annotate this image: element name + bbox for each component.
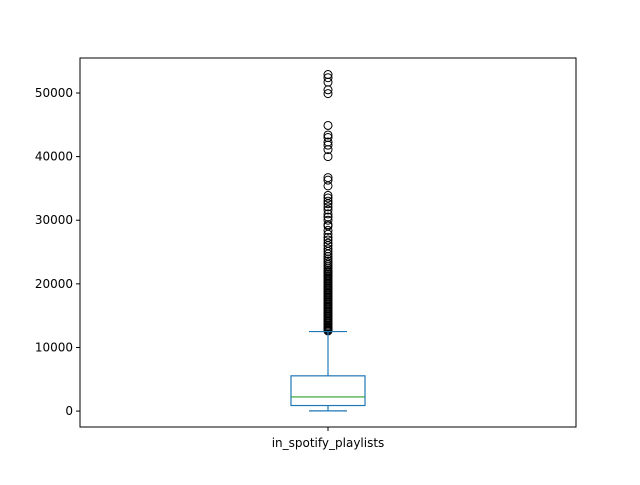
y-tick-label: 20000 <box>35 277 73 291</box>
axes-group: 0 10000 20000 30000 40000 50000 in_spotify_pla… <box>35 57 577 450</box>
outlier-point <box>323 73 333 83</box>
outlier-point <box>323 209 333 219</box>
outlier-point <box>323 202 333 212</box>
outlier-point <box>323 130 333 140</box>
outlier-point <box>323 205 333 215</box>
outlier-point <box>323 190 333 200</box>
outliers-group <box>323 70 333 336</box>
y-tick-label: 30000 <box>35 213 73 227</box>
y-tick-label: 0 <box>65 404 73 418</box>
outlier-point <box>323 173 333 183</box>
outlier-point <box>323 152 333 162</box>
outlier-point <box>323 89 333 99</box>
outlier-point <box>323 232 333 242</box>
interquartile-box <box>290 375 366 407</box>
y-tick-label: 50000 <box>35 86 73 100</box>
outlier-point <box>323 133 333 143</box>
outlier-point <box>323 120 333 130</box>
y-tick-label: 10000 <box>35 340 73 354</box>
y-tick-label: 40000 <box>35 150 73 164</box>
outlier-point <box>323 193 333 203</box>
outlier-point <box>323 238 333 248</box>
outlier-point <box>323 196 333 206</box>
outlier-point <box>323 212 333 222</box>
outlier-point <box>323 235 333 245</box>
x-tick-label: in_spotify_playlists <box>272 436 385 450</box>
outlier-point <box>323 215 333 225</box>
outlier-point <box>323 175 333 185</box>
box-group <box>290 330 366 412</box>
outlier-point <box>323 70 333 80</box>
outlier-point <box>323 225 333 235</box>
outlier-point <box>323 137 333 147</box>
outlier-point <box>323 244 333 254</box>
